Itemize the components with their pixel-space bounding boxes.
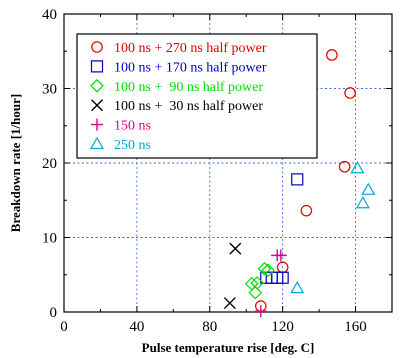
- data-points: [223, 49, 376, 318]
- legend-entry: 250 ns: [114, 138, 151, 153]
- data-point: [274, 249, 287, 262]
- y-tick-label: 20: [42, 156, 57, 172]
- y-tick-label: 0: [50, 305, 58, 321]
- legend-entry: 100 ns + 270 ns half power: [114, 41, 267, 56]
- legend-marker: [89, 136, 105, 150]
- legend-marker: [91, 99, 103, 112]
- data-point: [261, 263, 275, 278]
- data-point: [229, 242, 242, 255]
- data-point: [326, 49, 338, 61]
- x-tick-label: 160: [344, 319, 367, 335]
- x-tick-label: 0: [60, 319, 68, 335]
- data-point: [254, 305, 267, 318]
- data-point: [361, 182, 376, 195]
- x-tick-label: 120: [271, 319, 294, 335]
- y-tick-label: 30: [42, 82, 57, 98]
- legend-entry: 100 ns + 90 ns half power: [114, 80, 263, 95]
- legend-box: [76, 33, 318, 159]
- legend-marker: [90, 78, 104, 93]
- data-point: [344, 87, 356, 99]
- data-point: [276, 271, 289, 284]
- series-diamond: [244, 261, 275, 300]
- y-tick-label: 40: [42, 7, 57, 23]
- y-axis-label: Breakdown rate [1/hour]: [8, 94, 23, 232]
- series-plus: [254, 249, 287, 318]
- legend-entry: 100 ns + 170 ns half power: [114, 60, 267, 75]
- data-point: [290, 280, 305, 294]
- y-tick-label: 10: [42, 231, 57, 247]
- data-point: [355, 196, 370, 209]
- data-point: [248, 285, 263, 300]
- legend-marker: [91, 118, 103, 131]
- legend-marker: [91, 41, 103, 53]
- axis-ticks: 0 40 80 120 160 0 10 20 30 40: [42, 7, 392, 335]
- legend-marker: [90, 60, 104, 73]
- series-x: [223, 242, 242, 310]
- series-square: [260, 173, 304, 284]
- x-axis-label: Pulse temperature rise [deg. C]: [142, 340, 315, 355]
- data-point: [257, 261, 272, 276]
- data-point: [223, 297, 236, 310]
- legend-entry: 150 ns: [114, 119, 151, 134]
- data-point: [250, 276, 265, 290]
- legend: 100 ns + 270 ns half power 100 ns + 170 n…: [76, 33, 318, 159]
- data-point: [291, 173, 304, 186]
- data-point: [350, 161, 365, 174]
- legend-entry: 100 ns + 30 ns half power: [114, 99, 263, 114]
- x-tick-label: 40: [129, 319, 144, 335]
- x-tick-label: 80: [202, 319, 217, 335]
- data-point: [300, 204, 313, 217]
- data-point: [338, 160, 351, 173]
- series-triangle: [290, 161, 376, 294]
